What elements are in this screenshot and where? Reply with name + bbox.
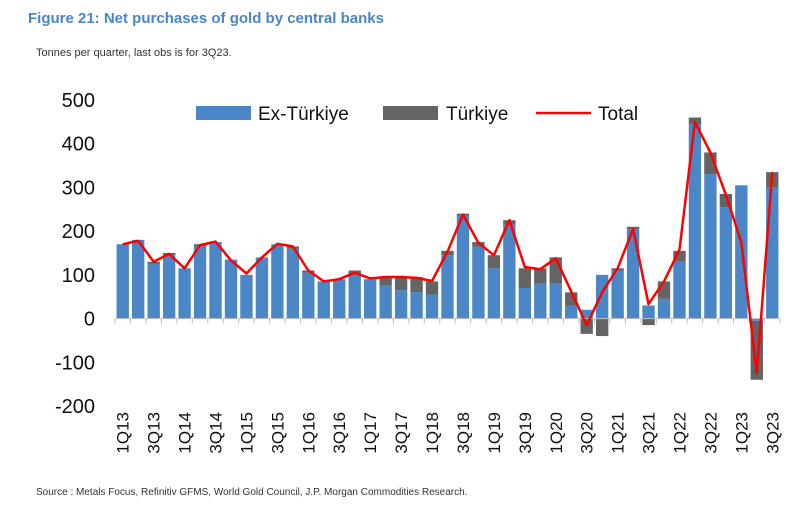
x-axis: 1Q13 3Q13 1Q14 3Q14 1Q15 3Q15 1Q16 3Q16 1Q17 3Q17… [114,318,782,454]
bar-turkiye [518,268,532,288]
bar-ex-turkiye [626,228,640,319]
bar-ex-turkiye [333,279,346,319]
bars-layer [116,117,779,380]
total-line-layer [122,120,774,375]
bar-ex-turkiye [441,255,454,319]
x-tick-label: 3Q13 [145,412,164,454]
bar-ex-turkiye [456,215,470,319]
bar-ex-turkiye [425,294,439,319]
x-tick-label: 3Q17 [392,412,411,454]
bar-ex-turkiye [209,242,222,319]
bar-ex-turkiye [240,274,253,319]
y-tick-label: -200 [55,396,95,418]
bar-ex-turkiye [472,246,485,319]
bar-ex-turkiye [704,174,717,319]
y-tick-label: 0 [84,309,95,331]
x-tick-label: 3Q15 [268,412,287,454]
x-tick-label: 1Q16 [299,412,318,454]
bar-ex-turkiye [224,259,238,319]
bar-ex-turkiye [317,281,330,319]
x-tick-label: 1Q19 [485,412,504,454]
bar-ex-turkiye [688,124,702,319]
bar-turkiye [425,281,439,295]
x-tick-label: 3Q22 [701,412,720,454]
bar-ex-turkiye [611,270,624,319]
y-tick-label: 200 [62,221,95,243]
bar-ex-turkiye [766,187,779,319]
bar-ex-turkiye [132,239,145,319]
y-tick-label: 300 [62,177,95,199]
bar-turkiye [657,281,671,299]
x-tick-label: 1Q23 [732,412,751,454]
x-tick-label: 3Q21 [640,412,659,454]
bar-turkiye [595,318,609,337]
bar-turkiye [642,318,655,326]
bar-ex-turkiye [565,305,578,319]
bar-ex-turkiye [642,305,655,319]
figure-subtitle: Tonnes per quarter, last obs is for 3Q23… [36,47,232,59]
bar-ex-turkiye [348,274,361,319]
bar-ex-turkiye [719,207,733,319]
legend-swatch [383,106,438,120]
bar-ex-turkiye [394,290,408,319]
x-tick-label: 1Q18 [423,412,442,454]
x-tick-label: 1Q22 [670,412,689,454]
x-tick-label: 3Q20 [578,412,597,454]
x-tick-label: 1Q20 [547,412,566,454]
x-tick-label: 3Q19 [516,412,535,454]
source-note: Source : Metals Focus, Refinitiv GFMS, W… [36,487,468,498]
bar-turkiye [673,250,686,262]
legend-label: Total [598,104,638,125]
x-tick-label: 1Q21 [609,412,628,454]
y-tick-label: 400 [62,134,95,156]
bar-turkiye [534,268,547,284]
bar-ex-turkiye [178,268,191,319]
bar-turkiye [487,255,501,269]
bar-turkiye [394,277,408,291]
x-tick-label: 1Q15 [237,412,256,454]
bar-ex-turkiye [580,309,593,319]
legend: Ex-Türkiye Türkiye Total [196,104,638,125]
x-tick-label: 1Q14 [176,412,195,454]
bar-ex-turkiye [657,298,671,319]
legend-label: Türkiye [446,104,508,125]
bar-ex-turkiye [193,246,207,319]
bar-ex-turkiye [487,268,501,319]
bar-ex-turkiye [595,274,609,319]
x-tick-label: 3Q16 [330,412,349,454]
bar-ex-turkiye [503,224,516,319]
legend-label: Ex-Türkiye [258,104,349,125]
bar-ex-turkiye [534,283,547,319]
x-tick-label: 3Q14 [207,412,226,454]
x-tick-label: 3Q23 [763,412,782,454]
figure-title: Figure 21: Net purchases of gold by cent… [28,10,384,27]
bar-ex-turkiye [750,318,763,321]
y-tick-label: 100 [62,265,95,287]
bar-ex-turkiye [673,261,686,319]
bar-ex-turkiye [302,272,315,319]
bar-turkiye [379,277,392,286]
y-tick-label: 500 [62,90,95,112]
x-tick-label: 1Q13 [114,412,133,454]
bar-ex-turkiye [255,257,269,319]
y-axis: 500 400 300 200 100 0 -100 -200 [55,90,95,418]
bar-ex-turkiye [116,244,129,319]
y-tick-label: -100 [55,352,95,374]
bar-ex-turkiye [410,292,423,319]
bar-ex-turkiye [271,244,284,319]
bar-turkiye [410,277,423,293]
bar-ex-turkiye [286,248,300,319]
x-tick-label: 3Q18 [454,412,473,454]
bar-ex-turkiye [549,283,562,319]
bar-ex-turkiye [162,255,176,319]
legend-swatch [196,106,251,120]
bar-ex-turkiye [363,279,377,319]
bar-ex-turkiye [518,287,532,319]
bar-ex-turkiye [379,285,392,319]
total-series-line [122,120,774,375]
x-tick-label: 1Q17 [361,412,380,454]
bar-ex-turkiye [147,263,160,319]
